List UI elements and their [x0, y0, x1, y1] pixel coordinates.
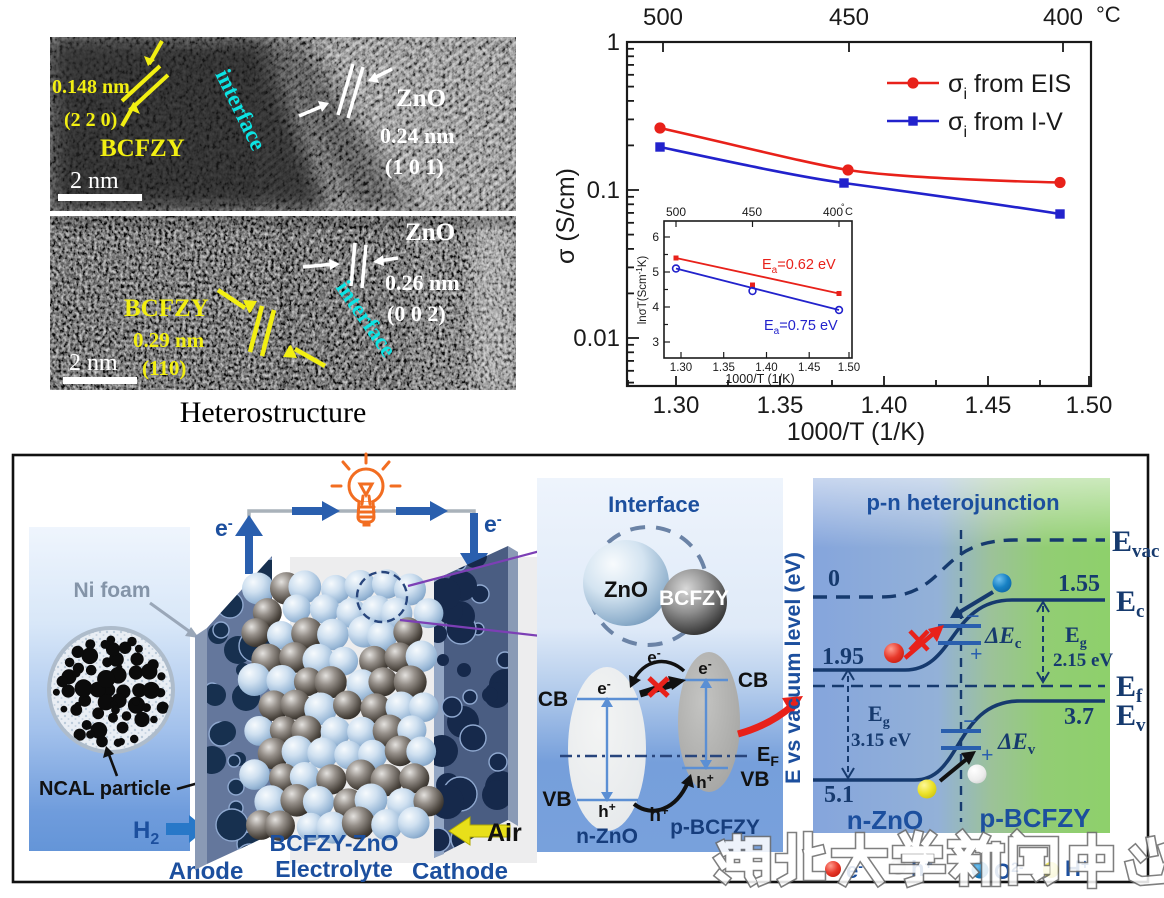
- svg-text:Air: Air: [487, 819, 522, 847]
- svg-text:1000/T (1/K): 1000/T (1/K): [725, 372, 794, 386]
- svg-text:5.1: 5.1: [824, 782, 854, 808]
- svg-text:0.1: 0.1: [587, 177, 620, 204]
- svg-text:1.45: 1.45: [965, 392, 1012, 419]
- svg-text:+: +: [981, 742, 994, 767]
- svg-text:3.15 eV: 3.15 eV: [851, 730, 911, 751]
- svg-text:2 nm: 2 nm: [69, 350, 118, 376]
- svg-text:NCAL particle: NCAL particle: [39, 778, 171, 800]
- svg-text:Ea=0.75 eV: Ea=0.75 eV: [764, 318, 838, 337]
- svg-text:1: 1: [607, 29, 620, 56]
- svg-text:ZnO: ZnO: [604, 577, 648, 602]
- svg-text:400: 400: [1043, 4, 1083, 31]
- svg-text:C: C: [845, 206, 853, 218]
- svg-text:n-ZnO: n-ZnO: [576, 825, 638, 848]
- svg-text:+: +: [970, 641, 983, 666]
- svg-text:Ea=0.62 eV: Ea=0.62 eV: [762, 257, 836, 276]
- svg-text:(2 2 0): (2 2 0): [64, 109, 117, 131]
- svg-text:0.148 nm: 0.148 nm: [52, 76, 130, 98]
- svg-text:450: 450: [742, 205, 762, 219]
- svg-text:σ (S/cm): σ (S/cm): [552, 168, 580, 264]
- svg-text:BCFZY: BCFZY: [124, 295, 209, 322]
- svg-text:1.50: 1.50: [838, 362, 860, 374]
- svg-text:p-BCFZY: p-BCFZY: [979, 803, 1090, 833]
- svg-text:p-n heterojunction: p-n heterojunction: [866, 490, 1059, 515]
- svg-text:2 nm: 2 nm: [70, 168, 119, 194]
- svg-text:−: −: [966, 604, 980, 630]
- svg-text:1.40: 1.40: [755, 362, 777, 374]
- svg-text:1.30: 1.30: [670, 362, 692, 374]
- svg-text:E vs vacuum level (eV): E vs vacuum level (eV): [781, 552, 805, 784]
- svg-text:lnσT(Scm-1K): lnσT(Scm-1K): [635, 256, 649, 325]
- svg-text:CB: CB: [538, 688, 568, 711]
- svg-text:BCFZY: BCFZY: [659, 587, 729, 610]
- svg-text:3.7: 3.7: [1064, 704, 1094, 730]
- svg-text:500: 500: [643, 4, 683, 31]
- svg-text:VB: VB: [740, 768, 769, 791]
- svg-text:σi from I-V: σi from I-V: [948, 108, 1063, 141]
- svg-text:4: 4: [652, 300, 659, 314]
- svg-text:Interface: Interface: [608, 492, 700, 517]
- svg-text:1.35: 1.35: [757, 392, 804, 419]
- svg-text:0.29 nm: 0.29 nm: [133, 328, 205, 352]
- svg-text:(1 0 1): (1 0 1): [385, 154, 444, 179]
- svg-text:p-BCFZY: p-BCFZY: [670, 816, 760, 839]
- svg-text:Ev: Ev: [1116, 699, 1146, 736]
- svg-text:1.55: 1.55: [1058, 571, 1100, 597]
- svg-text:σi from EIS: σi from EIS: [948, 70, 1071, 103]
- svg-text:0: 0: [828, 566, 840, 592]
- svg-text:1.35: 1.35: [713, 362, 735, 374]
- svg-text:1.50: 1.50: [1066, 392, 1113, 419]
- svg-text:1.30: 1.30: [653, 392, 700, 419]
- svg-text:0.24 nm: 0.24 nm: [380, 123, 455, 148]
- svg-text:(110): (110): [142, 356, 186, 380]
- svg-text:5: 5: [652, 265, 659, 279]
- svg-text:1000/T (1/K): 1000/T (1/K): [787, 418, 926, 446]
- svg-text:Electrolyte: Electrolyte: [275, 856, 393, 882]
- svg-text:(0 0 2): (0 0 2): [387, 301, 446, 326]
- svg-text:Ni foam: Ni foam: [73, 579, 150, 602]
- svg-text:CB: CB: [738, 669, 768, 692]
- svg-text:Heterostructure: Heterostructure: [180, 396, 367, 429]
- svg-text:500: 500: [666, 205, 686, 219]
- svg-text:n-ZnO: n-ZnO: [847, 805, 924, 835]
- svg-text:1.40: 1.40: [861, 392, 908, 419]
- svg-text:0.26 nm: 0.26 nm: [385, 270, 460, 295]
- svg-text:400: 400: [823, 205, 843, 219]
- svg-text:3: 3: [652, 335, 659, 349]
- svg-text:ZnO: ZnO: [396, 85, 446, 112]
- svg-text:6: 6: [652, 230, 659, 244]
- svg-text:°: °: [841, 202, 845, 212]
- svg-text:1.95: 1.95: [822, 644, 864, 670]
- svg-text:VB: VB: [542, 788, 571, 811]
- svg-text:BCFZY: BCFZY: [100, 135, 185, 162]
- svg-text:ZnO: ZnO: [405, 219, 455, 246]
- svg-text:−: −: [963, 709, 977, 735]
- svg-text:0.01: 0.01: [573, 325, 620, 352]
- svg-text:450: 450: [829, 4, 869, 31]
- svg-text:2.15 eV: 2.15 eV: [1053, 650, 1113, 671]
- svg-text:°C: °C: [1096, 2, 1121, 27]
- svg-text:BCFZY-ZnO: BCFZY-ZnO: [269, 830, 398, 856]
- svg-text:1.45: 1.45: [798, 362, 820, 374]
